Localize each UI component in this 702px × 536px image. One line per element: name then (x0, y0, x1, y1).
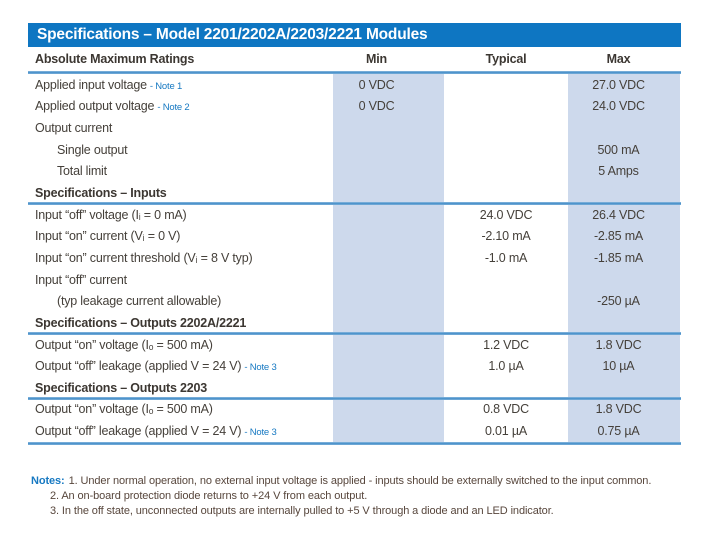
note-ref: - Note 1 (149, 80, 183, 92)
max-value: -2.85 mA (593, 229, 644, 244)
row-label: Output “on” voltage (Iₒ = 500 mA) (35, 337, 213, 352)
table-row: (typ leakage current allowable) -250 µA (28, 290, 681, 312)
header-rule (28, 71, 681, 74)
row-label: Single output (57, 142, 128, 157)
spec-table: Specifications – Model 2201/2202A/2203/2… (28, 23, 681, 445)
note-item: 1. Under normal operation, no external i… (68, 475, 652, 487)
max-value: 0.75 µA (597, 424, 640, 439)
max-value: 1.8 VDC (595, 337, 642, 352)
max-value: 27.0 VDC (592, 77, 645, 92)
table-row: Output “off” leakage (applied V = 24 V) -… (28, 355, 681, 377)
table-row: Output “off” leakage (applied V = 24 V) -… (28, 420, 681, 442)
row-label: Output current (35, 121, 113, 136)
row-label: (typ leakage current allowable) (57, 294, 222, 309)
note-ref: - Note 2 (157, 102, 190, 114)
row-label: Input “off” voltage (Iᵢ = 0 mA) (35, 207, 187, 222)
table-row: Output “on” voltage (Iₒ = 500 mA) 1.2 VD… (28, 334, 681, 356)
table-row: Applied input voltage - Note 1 0 VDC 27.0… (28, 74, 681, 96)
table-row: Output current (28, 117, 681, 139)
table-row: Total limit 5 Amps (28, 161, 681, 183)
typical-value: 1.0 µA (488, 359, 524, 374)
note-ref: - Note 3 (244, 362, 277, 374)
row-label: Total limit (57, 164, 107, 179)
notes-label: Notes: (31, 475, 65, 487)
table-row: Input “on” current threshold (Vᵢ = 8 V t… (28, 247, 681, 269)
max-value: -250 µA (597, 294, 640, 309)
min-value: 0 VDC (358, 99, 395, 114)
table-row: Applied output voltage - Note 2 0 VDC 24.… (28, 96, 681, 118)
column-header-min: Min (366, 52, 387, 66)
section-row: Specifications – Outputs 2202A/2221 (28, 312, 681, 335)
column-header-typical: Typical (485, 52, 527, 66)
table-row: Input “off” voltage (Iᵢ = 0 mA) 24.0 VDC… (28, 204, 681, 226)
max-value: 1.8 VDC (595, 402, 642, 417)
note-ref: - Note 3 (244, 427, 277, 439)
table-body: Applied input voltage - Note 1 0 VDC 27.0… (28, 74, 681, 442)
section-label: Specifications – Inputs (35, 186, 167, 201)
section-row: Specifications – Outputs 2203 (28, 377, 681, 400)
section-label: Specifications – Outputs 2203 (35, 380, 208, 395)
typical-value: 0.01 µA (485, 424, 527, 439)
section-label: Specifications – Outputs 2202A/2221 (35, 315, 247, 330)
row-label: Input “off” current (35, 272, 127, 287)
max-value: -1.85 mA (593, 250, 644, 265)
min-column-band (333, 74, 444, 442)
max-value: 24.0 VDC (592, 99, 645, 114)
table-row: Input “off” current (28, 269, 681, 291)
min-value: 0 VDC (358, 77, 395, 92)
column-header-ratings: Absolute Maximum Ratings (35, 52, 195, 66)
table-header-row: Absolute Maximum Ratings Min Typical Max (28, 47, 681, 71)
row-label: Input “on” current threshold (Vᵢ = 8 V t… (35, 250, 253, 265)
typical-value: 1.2 VDC (483, 337, 529, 352)
row-label: Output “on” voltage (Iₒ = 500 mA) (35, 402, 213, 417)
max-value: 5 Amps (598, 164, 639, 179)
table-bottom-rule (28, 442, 681, 445)
section-rule (28, 396, 681, 400)
table-title: Specifications – Model 2201/2202A/2203/2… (37, 26, 428, 43)
notes-block: Notes: 1. Under normal operation, no exte… (31, 474, 686, 520)
row-label: Output “off” leakage (applied V = 24 V) (35, 359, 242, 374)
row-label: Input “on” current (Vᵢ = 0 V) (35, 229, 181, 244)
max-value: 26.4 VDC (592, 207, 645, 222)
note-item: 2. An on-board protection diode returns … (50, 490, 368, 503)
typical-value: -2.10 mA (481, 229, 531, 244)
section-rule (28, 201, 681, 205)
table-row: Input “on” current (Vᵢ = 0 V) -2.10 mA -… (28, 225, 681, 247)
typical-value: 0.8 VDC (483, 402, 529, 417)
column-header-max: Max (606, 52, 631, 66)
section-row: Specifications – Inputs (28, 182, 681, 205)
max-value: 500 mA (597, 142, 640, 157)
table-row: Output “on” voltage (Iₒ = 500 mA) 0.8 VD… (28, 399, 681, 421)
table-row: Single output 500 mA (28, 139, 681, 161)
typical-value: 24.0 VDC (479, 207, 533, 222)
max-column-band (568, 74, 680, 442)
max-value: 10 µA (602, 359, 635, 374)
section-rule (28, 331, 681, 335)
row-label: Output “off” leakage (applied V = 24 V) (35, 424, 242, 439)
row-label: Applied output voltage (35, 99, 155, 114)
typical-value: -1.0 mA (484, 250, 528, 265)
table-title-bar: Specifications – Model 2201/2202A/2203/2… (28, 23, 681, 47)
note-item: 3. In the off state, unconnected outputs… (50, 505, 554, 518)
row-label: Applied input voltage (35, 77, 147, 92)
